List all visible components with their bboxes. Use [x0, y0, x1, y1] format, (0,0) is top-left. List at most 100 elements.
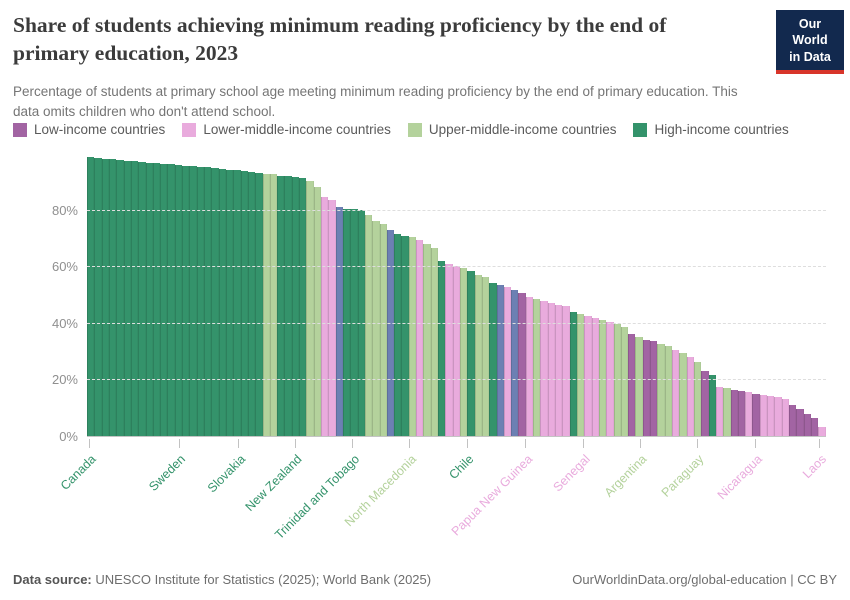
bar-low[interactable]: [730, 389, 738, 437]
bar-lower[interactable]: [759, 394, 768, 437]
bar-high[interactable]: [438, 260, 446, 437]
bar-low[interactable]: [796, 409, 804, 437]
bar-high[interactable]: [299, 178, 307, 437]
bar-upper[interactable]: [693, 362, 702, 437]
bar-high[interactable]: [130, 161, 139, 437]
bar-lower[interactable]: [745, 392, 753, 437]
bar-lower[interactable]: [672, 349, 680, 437]
bar-low[interactable]: [518, 292, 526, 437]
legend-item-high[interactable]: High-income countries: [633, 122, 789, 137]
bar-high[interactable]: [225, 169, 234, 437]
bar-upper[interactable]: [306, 180, 314, 437]
bar-high[interactable]: [138, 161, 146, 437]
bar-upper[interactable]: [430, 248, 438, 437]
bar-high[interactable]: [211, 168, 219, 437]
bar-high[interactable]: [467, 271, 475, 437]
bar-low[interactable]: [803, 413, 811, 437]
bar-high[interactable]: [708, 374, 716, 437]
bar-low[interactable]: [650, 341, 658, 437]
bar-low[interactable]: [810, 417, 819, 437]
bar-upper[interactable]: [269, 174, 278, 437]
bar-low[interactable]: [701, 371, 709, 437]
bar-high[interactable]: [182, 165, 190, 437]
bar-lower[interactable]: [774, 397, 782, 437]
bar-lower[interactable]: [584, 315, 592, 437]
legend-item-upper[interactable]: Upper-middle-income countries: [407, 122, 616, 137]
bar-high[interactable]: [116, 160, 124, 437]
bar-lower[interactable]: [525, 296, 534, 437]
bar-high[interactable]: [196, 166, 204, 437]
bar-lower[interactable]: [767, 395, 775, 437]
bar-lower[interactable]: [503, 287, 512, 437]
bar-upper[interactable]: [459, 268, 468, 437]
bar-high[interactable]: [167, 164, 175, 437]
bar-upper[interactable]: [598, 319, 607, 437]
bar-high[interactable]: [94, 157, 102, 437]
bar-high[interactable]: [284, 176, 292, 437]
bar-high[interactable]: [569, 311, 577, 437]
bar-upper[interactable]: [364, 214, 373, 437]
bar-high[interactable]: [87, 156, 95, 437]
bar-upper[interactable]: [620, 326, 629, 437]
bar-high[interactable]: [101, 158, 109, 437]
bar-lower[interactable]: [591, 317, 599, 437]
bar-lower[interactable]: [686, 356, 694, 437]
bar-upper[interactable]: [613, 324, 621, 437]
bar-lower[interactable]: [328, 199, 336, 437]
bar-high[interactable]: [145, 162, 153, 437]
bar-upper[interactable]: [423, 243, 431, 437]
bar-other[interactable]: [335, 207, 343, 437]
owid-url-license[interactable]: OurWorldinData.org/global-education | CC…: [572, 572, 837, 587]
bar-high[interactable]: [189, 166, 197, 437]
legend-item-low[interactable]: Low-income countries: [13, 122, 165, 137]
bar-lower[interactable]: [540, 301, 548, 437]
bar-upper[interactable]: [635, 336, 643, 437]
bar-lower[interactable]: [562, 305, 570, 437]
bar-high[interactable]: [108, 159, 117, 437]
bar-high[interactable]: [277, 175, 285, 437]
owid-logo[interactable]: Our World in Data: [776, 10, 844, 74]
bar-upper[interactable]: [379, 223, 387, 437]
bar-upper[interactable]: [679, 352, 687, 437]
bar-high[interactable]: [489, 283, 497, 437]
bar-high[interactable]: [291, 177, 300, 437]
bar-lower[interactable]: [606, 321, 614, 437]
bar-lower[interactable]: [715, 386, 724, 437]
bar-low[interactable]: [642, 339, 651, 437]
bar-high[interactable]: [255, 172, 263, 437]
bar-high[interactable]: [174, 165, 183, 437]
bar-upper[interactable]: [408, 237, 417, 437]
bar-high[interactable]: [152, 163, 161, 437]
bar-lower[interactable]: [555, 304, 563, 437]
bar-lower[interactable]: [445, 263, 453, 437]
bar-upper[interactable]: [657, 343, 665, 437]
bar-high[interactable]: [218, 168, 226, 437]
bar-upper[interactable]: [372, 221, 380, 437]
bar-upper[interactable]: [664, 345, 672, 437]
bar-lower[interactable]: [321, 197, 329, 437]
bar-upper[interactable]: [262, 173, 270, 437]
bar-lower[interactable]: [818, 427, 826, 437]
bar-low[interactable]: [737, 391, 746, 437]
bar-lower[interactable]: [416, 240, 424, 437]
bar-high[interactable]: [160, 163, 168, 437]
bar-low[interactable]: [628, 334, 636, 437]
bar-upper[interactable]: [533, 298, 541, 437]
bar-upper[interactable]: [576, 313, 585, 437]
bar-high[interactable]: [401, 235, 409, 437]
bar-upper[interactable]: [474, 274, 482, 437]
legend-item-lower[interactable]: Lower-middle-income countries: [182, 122, 391, 137]
bar-upper[interactable]: [313, 186, 321, 437]
bar-lower[interactable]: [781, 398, 789, 437]
bar-upper[interactable]: [481, 277, 490, 437]
bar-lower[interactable]: [547, 303, 555, 437]
bar-high[interactable]: [123, 160, 131, 437]
bar-other[interactable]: [386, 229, 395, 437]
bar-lower[interactable]: [452, 266, 460, 437]
bar-high[interactable]: [247, 172, 256, 437]
bar-other[interactable]: [496, 285, 504, 437]
bar-high[interactable]: [233, 170, 241, 437]
bar-low[interactable]: [789, 404, 797, 437]
bar-high[interactable]: [394, 233, 402, 437]
bar-high[interactable]: [240, 171, 248, 437]
